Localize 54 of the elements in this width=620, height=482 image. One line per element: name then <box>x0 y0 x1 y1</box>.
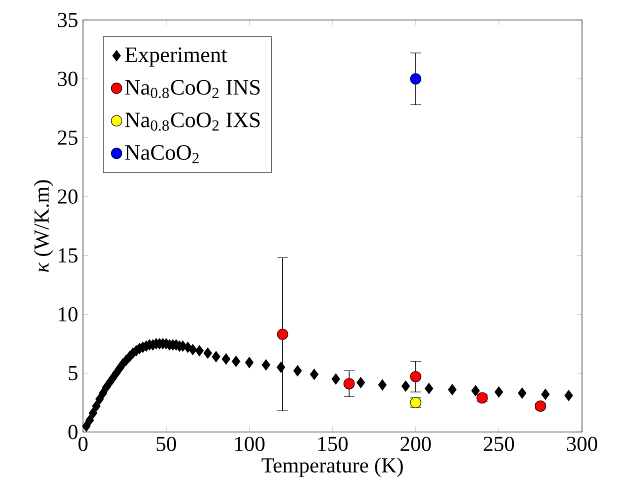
y-tick-label: 0 <box>68 424 78 440</box>
legend-label: Experiment <box>125 47 228 67</box>
point <box>98 388 108 399</box>
point <box>332 373 340 385</box>
y-tick-label: 30 <box>58 72 78 86</box>
x-tick-label: 100 <box>235 436 265 452</box>
point <box>564 390 573 402</box>
point <box>471 385 480 396</box>
point <box>378 379 387 391</box>
point <box>203 348 212 359</box>
point <box>410 371 422 382</box>
x-axis-title: Temperature (K) <box>262 458 403 477</box>
y-tick-label: 10 <box>58 307 78 322</box>
legend-label: Na$_{0.8}$CoO$_{2}$ INS <box>125 80 260 98</box>
point <box>494 386 504 398</box>
point <box>276 362 286 373</box>
point <box>534 400 546 412</box>
x-tick-label: 150 <box>318 436 348 452</box>
point <box>293 365 302 376</box>
legend-label: Na$_{0.8}$CoO$_{2}$ IXS <box>125 112 260 131</box>
point <box>401 380 410 392</box>
point <box>448 384 457 396</box>
x-tick-label: 250 <box>484 436 514 452</box>
point <box>518 388 526 399</box>
point <box>222 353 230 365</box>
point <box>195 345 204 356</box>
point <box>356 376 366 388</box>
x-tick-label: 200 <box>400 436 431 452</box>
x-tick-label: 50 <box>156 436 176 452</box>
point <box>232 356 240 367</box>
point <box>277 328 288 340</box>
point <box>245 356 254 368</box>
y-tick-label: 20 <box>58 189 78 204</box>
point <box>262 359 270 371</box>
point <box>212 351 220 362</box>
point <box>92 400 101 412</box>
point <box>88 408 98 419</box>
point <box>188 344 198 356</box>
y-tick-label: 15 <box>58 248 78 263</box>
point <box>344 378 355 390</box>
point <box>82 420 91 432</box>
point <box>85 414 94 426</box>
legend-label: NaCoO$_{2}$ <box>125 145 199 164</box>
point <box>410 73 422 84</box>
y-tick-label: 5 <box>68 366 78 380</box>
x-tick-label: 0 <box>78 436 88 452</box>
x-tick-label: 300 <box>567 436 598 452</box>
point <box>95 393 104 405</box>
y-tick-label: 25 <box>58 130 78 145</box>
y-tick-label: 35 <box>58 12 78 28</box>
point <box>541 388 550 400</box>
point <box>310 368 318 380</box>
point <box>424 382 434 394</box>
y-axis-title: κ (W/K.m) <box>34 180 54 272</box>
